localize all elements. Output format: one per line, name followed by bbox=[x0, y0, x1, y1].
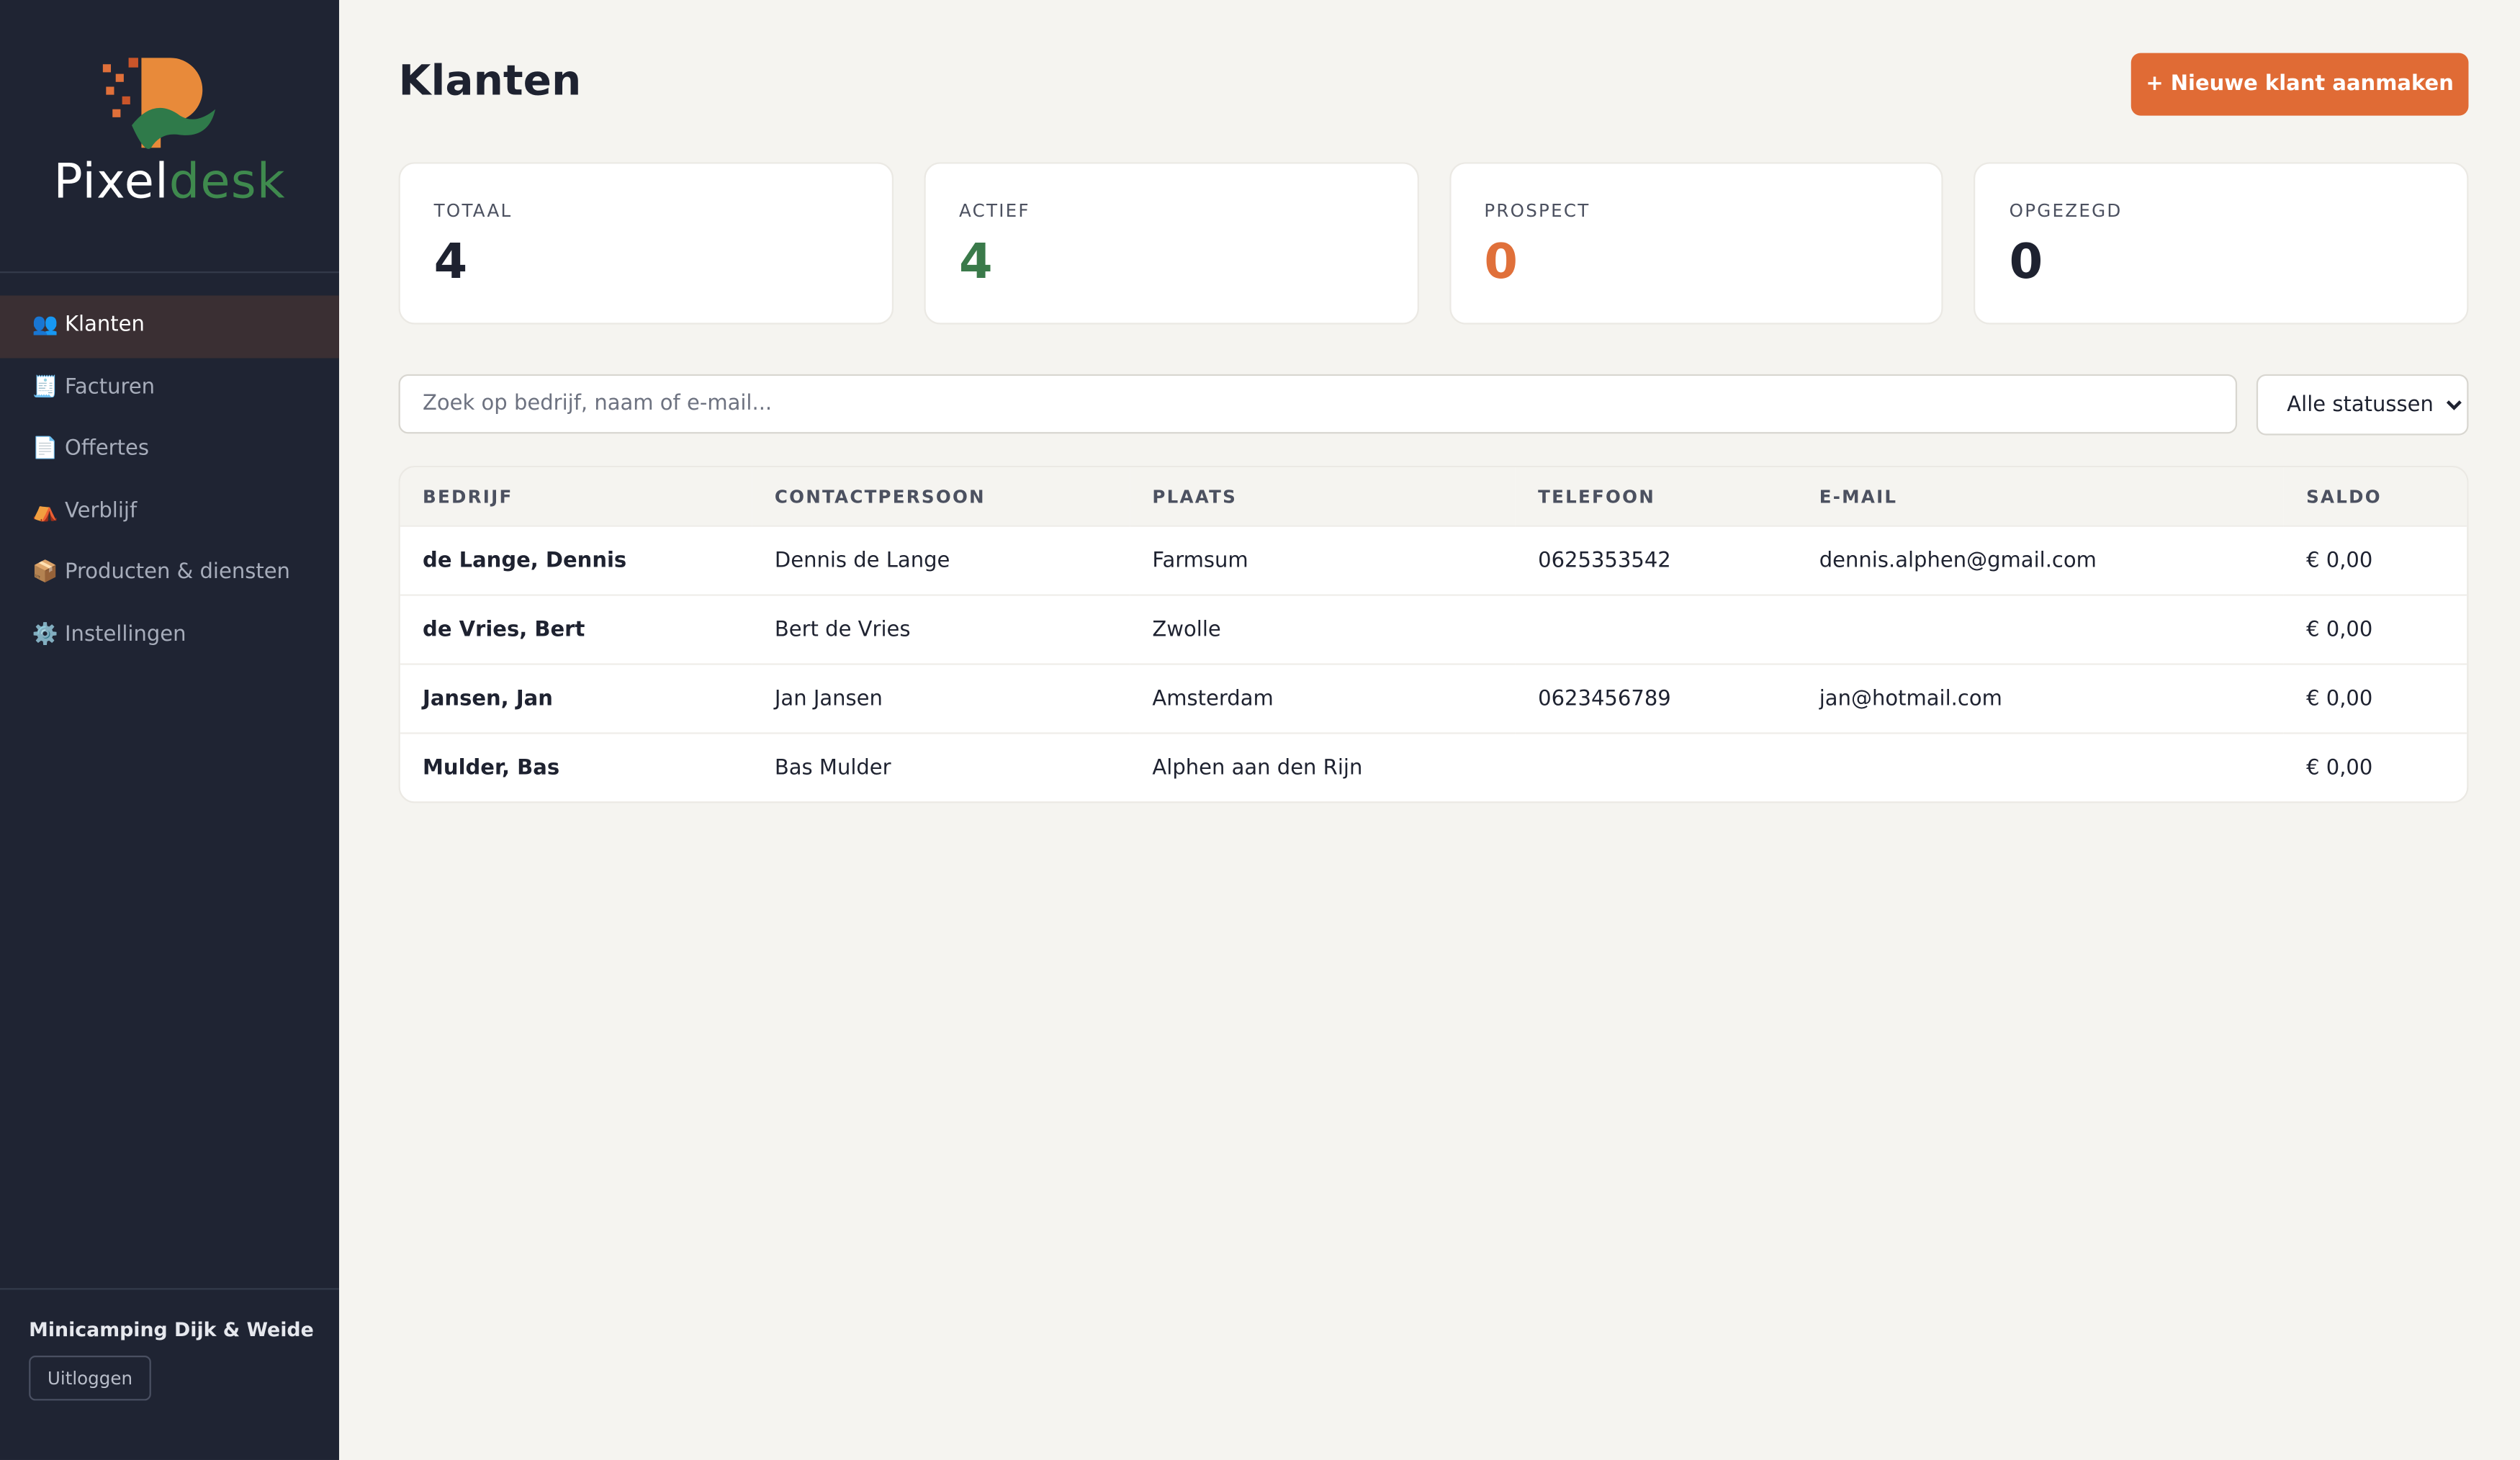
brand-part: desk bbox=[168, 154, 286, 211]
stat-label: TOTAAL bbox=[433, 200, 513, 222]
divider bbox=[0, 271, 339, 274]
new-client-button[interactable]: + Nieuwe klant aanmaken bbox=[2130, 53, 2469, 116]
nav-item[interactable]: ⚙️ Instellingen bbox=[32, 623, 186, 648]
cell: Farmsum bbox=[1130, 525, 1516, 595]
nav: 👥 Klanten 🧾 Facturen 📄 Offertes ⛺ Verblijf 📦… bbox=[0, 295, 339, 668]
cell: Amsterdam bbox=[1130, 663, 1516, 732]
table-body: de Lange, Dennis Dennis de Lange Farmsum 06… bbox=[400, 525, 2467, 802]
cell: Zwolle bbox=[1130, 594, 1516, 663]
cell: Dennis de Lange bbox=[752, 525, 1130, 595]
nav-item[interactable]: ⛺ Verblijf bbox=[32, 499, 138, 523]
column-header: CONTACTPERSOON bbox=[752, 467, 1130, 526]
cell: € 0,00 bbox=[2283, 663, 2467, 732]
logout-button[interactable]: Uitloggen bbox=[29, 1355, 151, 1401]
stat-label: ACTIEF bbox=[959, 200, 1030, 222]
column-header: PLAATS bbox=[1130, 467, 1516, 526]
cell: jan@hotmail.com bbox=[1796, 663, 2284, 732]
stat-label: PROSPECT bbox=[1484, 200, 1590, 222]
status-select[interactable]: Alle statussen bbox=[2256, 374, 2469, 436]
cell: 0623456789 bbox=[1515, 663, 1797, 732]
column-header: BEDRIJF bbox=[400, 467, 752, 526]
client-row[interactable]: Jansen, Jan Jan Jansen Amsterdam 0623456789… bbox=[400, 663, 2467, 732]
cell: Bas Mulder bbox=[752, 732, 1130, 801]
stat-value: 0 bbox=[1484, 234, 1518, 291]
organization: Minicamping Dijk & Weide bbox=[29, 1318, 314, 1341]
nav-item[interactable]: 📄 Offertes bbox=[32, 437, 149, 461]
stat-value: 4 bbox=[959, 234, 993, 291]
cell bbox=[1796, 732, 2284, 801]
cell: de Lange, Dennis bbox=[400, 525, 752, 595]
stat-value: 4 bbox=[433, 234, 468, 291]
stat-value: 0 bbox=[2009, 234, 2043, 291]
cell: Mulder, Bas bbox=[400, 732, 752, 801]
sidebar: Pixeldesk 👥 Klanten 🧾 Facturen 📄 Offertes ⛺… bbox=[0, 0, 339, 1460]
column-header: E-MAIL bbox=[1796, 467, 2284, 526]
nav-item[interactable]: 🧾 Facturen bbox=[32, 375, 156, 400]
cell: € 0,00 bbox=[2283, 594, 2467, 663]
cell: Bert de Vries bbox=[752, 594, 1130, 663]
cell bbox=[1515, 732, 1797, 801]
stat-card: PROSPECT 0 bbox=[1449, 162, 1944, 325]
search-input[interactable] bbox=[398, 374, 2238, 434]
cell: € 0,00 bbox=[2283, 732, 2467, 801]
cell: 0625353542 bbox=[1515, 525, 1797, 595]
brand: Pixeldesk bbox=[0, 154, 339, 210]
stat-card: OPGEZEGD 0 bbox=[1974, 162, 2469, 325]
cell bbox=[1515, 594, 1797, 663]
cell: Jansen, Jan bbox=[400, 663, 752, 732]
client-row[interactable]: Mulder, Bas Bas Mulder Alphen aan den Rijn… bbox=[400, 732, 2467, 801]
page-title: Klanten bbox=[398, 58, 582, 107]
logo bbox=[102, 58, 216, 149]
cell: dennis.alphen@gmail.com bbox=[1796, 525, 2284, 595]
stat-card: TOTAAL 4 bbox=[398, 162, 894, 325]
cell: de Vries, Bert bbox=[400, 594, 752, 663]
nav-item[interactable]: 👥 Klanten bbox=[0, 295, 339, 358]
cell: € 0,00 bbox=[2283, 525, 2467, 595]
cell: Alphen aan den Rijn bbox=[1130, 732, 1516, 801]
clients-table: BEDRIJF CONTACTPERSOON PLAATS TELEFOON E-MAI… bbox=[398, 465, 2469, 803]
header-row: BEDRIJF CONTACTPERSOON PLAATS TELEFOON E-MAI… bbox=[400, 467, 2467, 526]
column-header: TELEFOON bbox=[1515, 467, 1797, 526]
client-row[interactable]: de Lange, Dennis Dennis de Lange Farmsum 06… bbox=[400, 525, 2467, 595]
stat-label: OPGEZEGD bbox=[2009, 200, 2123, 222]
brand-part: Pixel bbox=[53, 154, 169, 211]
divider bbox=[0, 1288, 339, 1290]
column-header: SALDO bbox=[2283, 467, 2467, 526]
client-row[interactable]: de Vries, Bert Bert de Vries Zwolle € 0,00 bbox=[400, 594, 2467, 663]
cell bbox=[1796, 594, 2284, 663]
stat-card: ACTIEF 4 bbox=[923, 162, 1418, 325]
stats: TOTAAL 4 ACTIEF 4 PROSPECT 0 OPGEZEGD 0 bbox=[398, 162, 2469, 325]
cell: Jan Jansen bbox=[752, 663, 1130, 732]
nav-item[interactable]: 📦 Producten & diensten bbox=[32, 561, 290, 585]
